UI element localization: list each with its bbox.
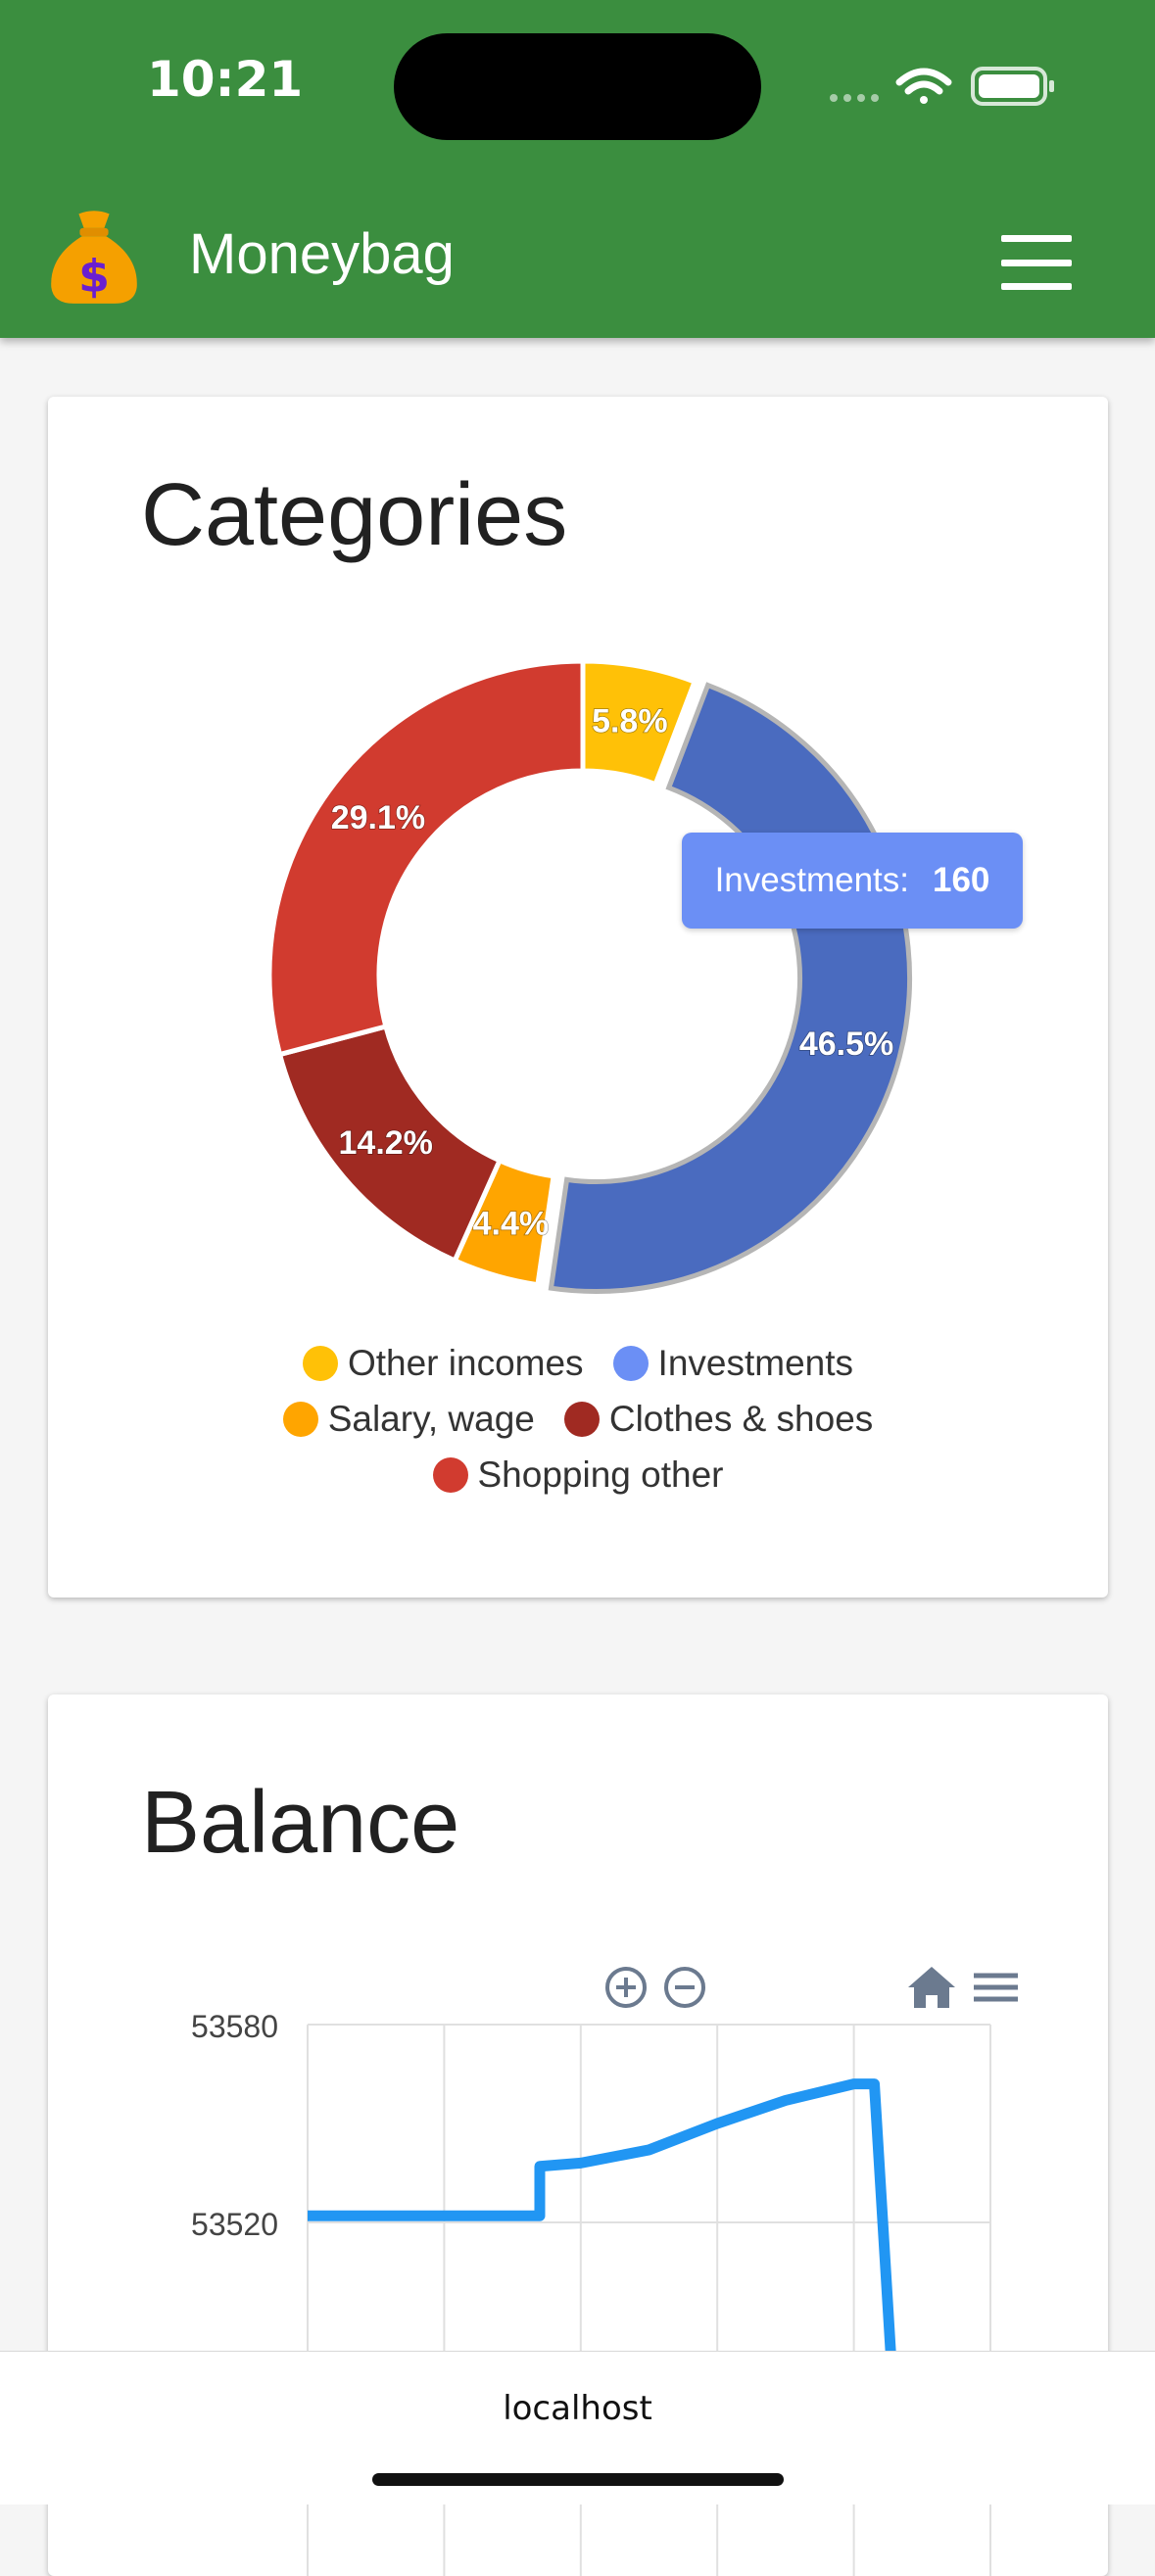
browser-bar: localhost (0, 2351, 1155, 2504)
url-label[interactable]: localhost (0, 2389, 1155, 2428)
chart-tooltip: Investments: 160 (682, 833, 1023, 929)
legend-row: Other incomes Investments (48, 1335, 1108, 1391)
legend-label: Shopping other (478, 1455, 724, 1496)
cellular-signal-icon (830, 94, 879, 102)
hamburger-menu-icon[interactable] (1001, 235, 1072, 290)
slice-label: 46.5% (799, 1026, 893, 1063)
slice-label: 5.8% (592, 702, 668, 739)
categories-card: Categories 5.8% 46.5% 4.4% 14.2% 29.1% Inves… (48, 397, 1108, 1598)
pie-slice-shopping-other[interactable] (269, 661, 583, 1055)
legend-color-dot (613, 1346, 649, 1381)
zoom-in-icon[interactable] (607, 1969, 645, 2006)
legend-item[interactable]: Other incomes (303, 1343, 584, 1384)
legend-item[interactable]: Salary, wage (283, 1399, 535, 1440)
legend-color-dot (283, 1402, 318, 1437)
y-tick-label: 53520 (191, 2207, 278, 2242)
legend-label: Salary, wage (328, 1399, 535, 1440)
home-icon[interactable] (908, 1967, 955, 2008)
slice-label: 14.2% (339, 1124, 433, 1162)
y-tick-label: 53580 (191, 2009, 278, 2044)
menu-icon[interactable] (974, 1976, 1018, 1999)
app-title: Moneybag (189, 221, 455, 287)
legend-color-dot (303, 1346, 338, 1381)
slice-label: 4.4% (473, 1206, 550, 1243)
slice-label: 29.1% (331, 799, 425, 836)
pie-slice-investments[interactable] (551, 686, 909, 1292)
zoom-out-icon[interactable] (666, 1969, 703, 2006)
legend-item[interactable]: Clothes & shoes (564, 1399, 873, 1440)
legend-color-dot (564, 1402, 600, 1437)
svg-text:$: $ (78, 250, 110, 302)
legend-item[interactable]: Shopping other (433, 1455, 724, 1496)
status-icons (826, 61, 1061, 112)
status-time: 10:21 (147, 51, 303, 108)
legend-label: Other incomes (348, 1343, 584, 1384)
legend-label: Investments (658, 1343, 853, 1384)
wifi-icon (899, 72, 948, 104)
battery-icon (973, 69, 1054, 104)
legend-row: Shopping other (48, 1447, 1108, 1503)
tooltip-label: Investments: (715, 861, 909, 900)
money-bag-icon[interactable]: $ (43, 206, 145, 308)
app-header: 10:21 $ Moneybag (0, 0, 1155, 338)
legend-item[interactable]: Investments (613, 1343, 853, 1384)
legend-color-dot (433, 1457, 468, 1493)
chart-legend: Other incomes Investments Salary, wage Clot… (48, 1335, 1108, 1503)
dynamic-island (394, 33, 761, 140)
legend-label: Clothes & shoes (609, 1399, 873, 1440)
legend-row: Salary, wage Clothes & shoes (48, 1391, 1108, 1447)
tooltip-value: 160 (933, 861, 989, 900)
home-indicator (372, 2473, 784, 2486)
